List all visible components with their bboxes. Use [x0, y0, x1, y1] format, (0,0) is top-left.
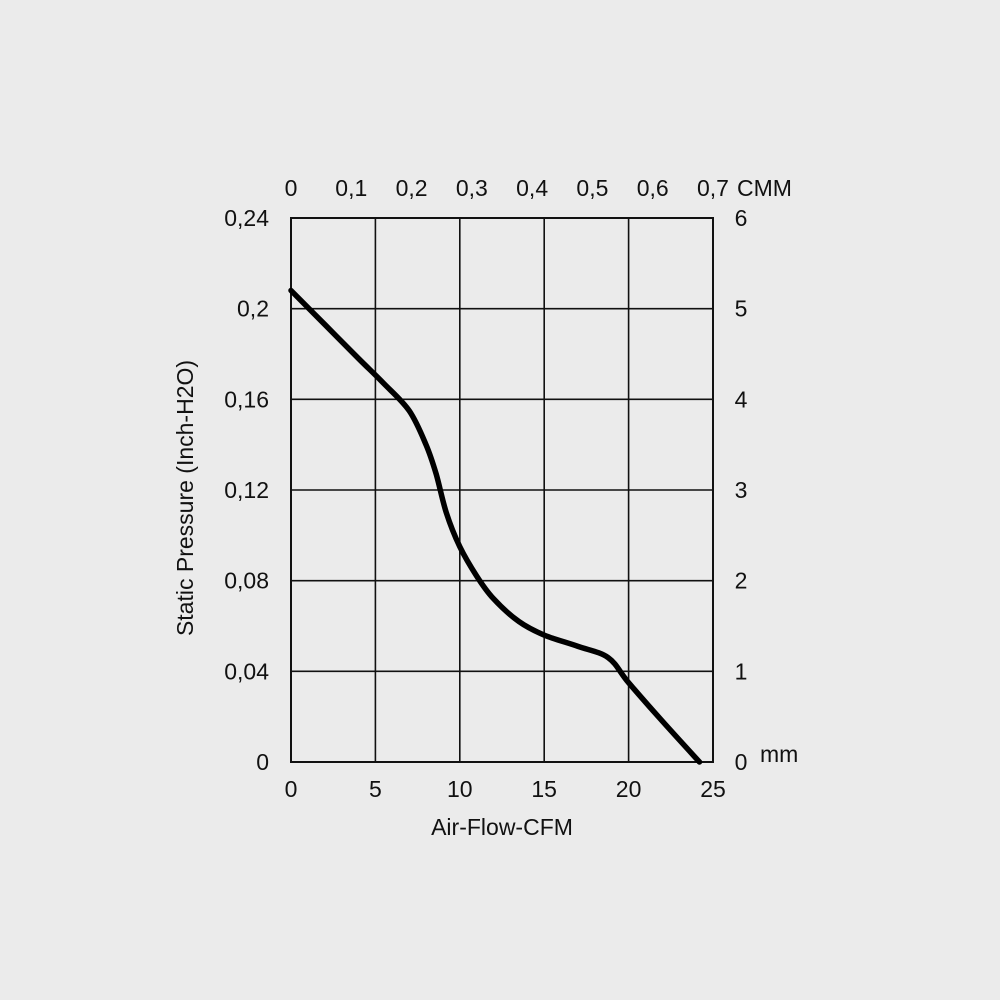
series-layer [288, 287, 703, 765]
top-tick-label: 0,2 [396, 175, 428, 201]
x-tick-label: 10 [447, 776, 473, 802]
y-tick-label: 0,2 [237, 296, 269, 322]
y-tick-label: 0,08 [224, 568, 269, 594]
x-tick-label: 20 [616, 776, 642, 802]
x-tick-label: 15 [531, 776, 557, 802]
top-tick-label: 0,7 [697, 175, 729, 201]
top-axis-unit: CMM [737, 175, 792, 201]
top-tick-label: 0,1 [335, 175, 367, 201]
y-tick-label: 0 [256, 749, 269, 775]
top-axis-ticks: 0 0,1 0,2 0,3 0,4 0,5 0,6 0,7 [285, 175, 729, 201]
right-axis-unit: mm [760, 741, 798, 767]
right-tick-label: 3 [735, 477, 748, 503]
y-axis-title: Static Pressure (Inch-H2O) [172, 360, 198, 636]
right-tick-label: 2 [735, 568, 748, 594]
right-tick-label: 5 [735, 296, 748, 322]
y-tick-label: 0,16 [224, 386, 269, 412]
top-tick-label: 0,4 [516, 175, 548, 201]
top-tick-label: 0,5 [576, 175, 608, 201]
series-line-0 [288, 287, 703, 765]
right-axis-ticks: 0 1 2 3 4 5 6 [735, 205, 748, 775]
right-tick-label: 6 [735, 205, 748, 231]
right-tick-label: 4 [735, 386, 748, 412]
x-axis-ticks: 0 5 10 15 20 25 [285, 776, 726, 802]
top-tick-label: 0,6 [637, 175, 669, 201]
plot-area-frame [290, 217, 714, 763]
y-tick-label: 0,24 [224, 205, 269, 231]
x-axis-title: Air-Flow-CFM [431, 814, 573, 840]
top-tick-label: 0 [285, 175, 298, 201]
y-axis-ticks: 0 0,04 0,08 0,12 0,16 0,2 0,24 [224, 205, 269, 775]
right-tick-label: 0 [735, 749, 748, 775]
x-tick-label: 0 [285, 776, 298, 802]
x-tick-label: 25 [700, 776, 726, 802]
y-tick-label: 0,04 [224, 658, 269, 684]
right-tick-label: 1 [735, 658, 748, 684]
y-tick-label: 0,12 [224, 477, 269, 503]
x-tick-label: 5 [369, 776, 382, 802]
top-tick-label: 0,3 [456, 175, 488, 201]
